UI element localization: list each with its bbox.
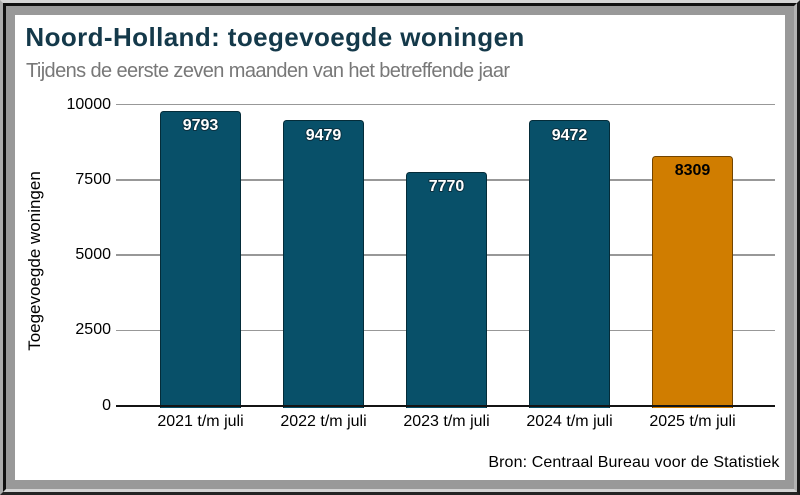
svg-text:9472: 9472 [552, 127, 588, 144]
svg-text:9793: 9793 [183, 117, 219, 134]
svg-text:7770: 7770 [429, 178, 465, 195]
svg-text:8309: 8309 [675, 162, 711, 179]
svg-text:9479: 9479 [306, 127, 342, 144]
